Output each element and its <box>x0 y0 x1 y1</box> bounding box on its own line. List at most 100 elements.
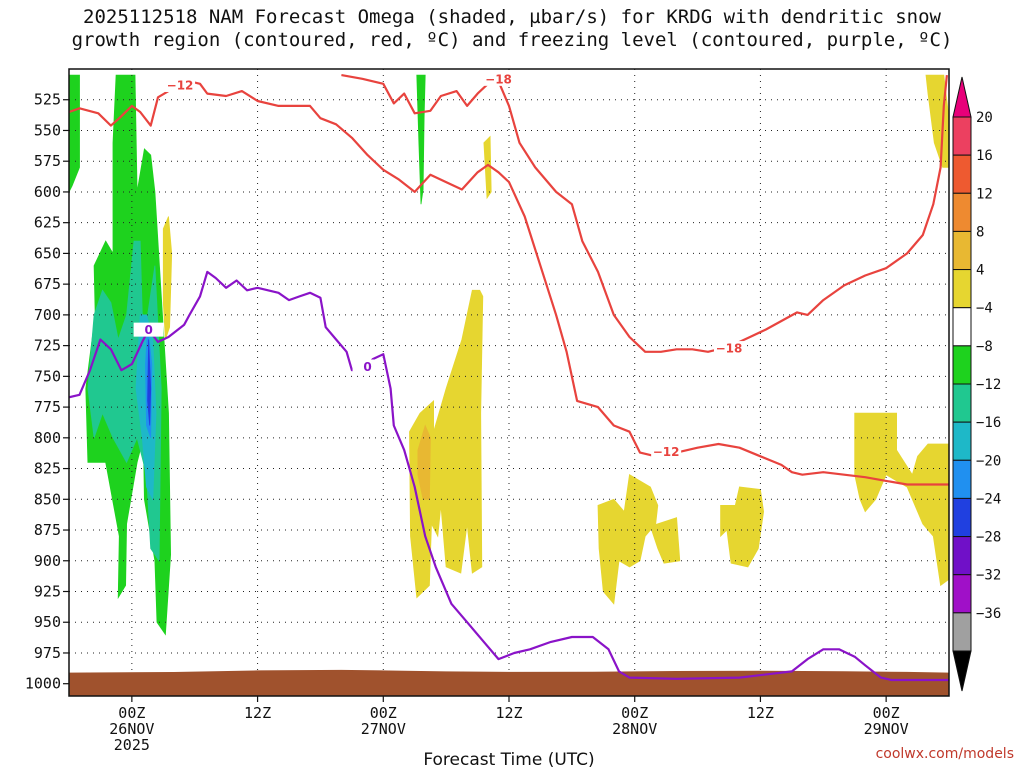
terrain-layer <box>69 669 949 696</box>
omega-region-5 <box>147 339 152 426</box>
colorbar-swatch-4 <box>952 269 972 309</box>
x-tick-label-48-line2: 28NOV <box>612 720 657 738</box>
y-tick-label-850: 850 <box>34 490 61 508</box>
y-tick-label-675: 675 <box>34 275 61 293</box>
colorbar-label-1: 16 <box>976 148 993 164</box>
colorbar-swatch-5 <box>952 307 972 347</box>
omega-region-12 <box>649 517 681 564</box>
colorbar-label-3: 8 <box>976 224 984 240</box>
omega-region-7 <box>162 216 173 340</box>
colorbar-swatch-11 <box>952 536 972 576</box>
contour-label-5: 0 <box>363 360 371 374</box>
x-tick-label-24-line2: 27NOV <box>361 720 406 738</box>
colorbar-label-7: −12 <box>976 377 1001 393</box>
terrain-fill <box>69 669 949 696</box>
contour-label-bg-1 <box>483 71 514 86</box>
chart-title-line1: 2025112518 NAM Forecast Omega (shaded, µ… <box>83 6 941 28</box>
contour-label-bg-0 <box>165 77 196 92</box>
colorbar-swatch-13 <box>952 612 972 652</box>
colorbar-swatch-0 <box>952 116 972 156</box>
contour-label-layer: −12 −18 −18 −12 0 0 <box>133 71 744 459</box>
contour-label-bg-4 <box>133 322 164 337</box>
y-tick-label-700: 700 <box>34 306 61 324</box>
x-tick-label-0-line2: 26NOV <box>109 720 154 738</box>
x-tick-label-12-line1: 12Z <box>244 704 271 722</box>
y-tick-label-550: 550 <box>34 121 61 139</box>
contour-label-bg-3 <box>651 444 682 459</box>
omega-region-11 <box>597 474 659 605</box>
contour-label-1: −18 <box>485 72 512 86</box>
colorbar-label-8: −16 <box>976 415 1001 431</box>
colorbar-label-12: −32 <box>976 568 1001 584</box>
colorbar-label-4: 4 <box>976 263 984 279</box>
colorbar-swatch-12 <box>952 574 972 614</box>
y-tick-label-950: 950 <box>34 613 61 631</box>
colorbar-label-10: −24 <box>976 491 1001 507</box>
colorbar: 20 16 12 8 4 −4 −8 −12 −16 −20 −24 −28 −32 −36 <box>952 76 1001 692</box>
chart-title-line2: growth region (contoured, red, ºC) and f… <box>71 29 953 51</box>
x-tick-label-0-line1: 00Z <box>118 704 145 722</box>
contour-label-3: −12 <box>653 445 680 459</box>
y-tick-label-825: 825 <box>34 460 61 478</box>
colorbar-label-5: −4 <box>976 301 993 317</box>
y-tick-label-900: 900 <box>34 552 61 570</box>
colorbar-swatch-3 <box>952 230 972 271</box>
y-tick-label-1000: 1000 <box>25 675 61 693</box>
colorbar-label-13: −36 <box>976 606 1001 622</box>
plot-background <box>69 69 949 696</box>
gridlines <box>69 69 949 696</box>
omega-region-13 <box>720 486 765 568</box>
y-tick-label-600: 600 <box>34 183 61 201</box>
chart-title: 2025112518 NAM Forecast Omega (shaded, µ… <box>0 6 1024 52</box>
x-tick-label-60-line1: 12Z <box>747 704 774 722</box>
y-tick-label-575: 575 <box>34 152 61 170</box>
y-axis-ticks: 525 550 575 600 625 650 675 700 725 750 775 800 825 8… <box>25 91 69 693</box>
colorbar-swatch-7 <box>952 383 972 423</box>
contour-label-4: 0 <box>144 323 152 337</box>
contour-label-2: −18 <box>716 342 743 356</box>
colorbar-bottom-arrow <box>952 650 972 692</box>
credit-text: coolwx.com/models <box>876 746 1014 762</box>
y-tick-label-725: 725 <box>34 337 61 355</box>
y-tick-label-800: 800 <box>34 429 61 447</box>
y-tick-label-625: 625 <box>34 214 61 232</box>
colorbar-swatch-2 <box>952 192 972 232</box>
y-tick-label-775: 775 <box>34 398 61 416</box>
omega-region-15 <box>854 412 949 587</box>
omega-region-14 <box>925 74 949 168</box>
x-tick-label-72-line2: 29NOV <box>864 720 909 738</box>
x-tick-label-48-line1: 00Z <box>621 704 648 722</box>
colorbar-swatch-1 <box>952 154 972 194</box>
omega-region-6 <box>416 74 426 205</box>
colorbar-label-9: −20 <box>976 453 1001 469</box>
y-tick-label-525: 525 <box>34 91 61 109</box>
x-axis-label: Forecast Time (UTC) <box>423 750 594 768</box>
colorbar-swatch-10 <box>952 497 972 538</box>
omega-shading-layer <box>69 74 949 636</box>
colorbar-top-arrow <box>952 76 972 118</box>
y-tick-label-975: 975 <box>34 644 61 662</box>
colorbar-label-0: 20 <box>976 110 993 126</box>
contour-dgzminus18 <box>341 74 948 353</box>
omega-region-8 <box>483 135 492 200</box>
omega-region-0 <box>69 74 80 193</box>
colorbar-label-6: −8 <box>976 339 993 355</box>
colorbar-swatch-8 <box>952 421 972 461</box>
x-tick-label-72-line1: 00Z <box>873 704 900 722</box>
x-tick-label-0-line3: 2025 <box>114 736 150 754</box>
contour-label-0: −12 <box>167 78 194 92</box>
y-tick-label-925: 925 <box>34 583 61 601</box>
colorbar-label-11: −28 <box>976 530 1001 546</box>
colorbar-swatch-6 <box>952 345 972 385</box>
y-tick-label-750: 750 <box>34 367 61 385</box>
contour-label-bg-2 <box>714 341 744 356</box>
x-tick-label-36-line1: 12Z <box>495 704 522 722</box>
x-tick-label-24-line1: 00Z <box>370 704 397 722</box>
colorbar-label-2: 12 <box>976 186 993 202</box>
y-tick-label-875: 875 <box>34 521 61 539</box>
colorbar-swatch-9 <box>952 459 972 499</box>
contour-label-bg-5 <box>352 359 383 374</box>
y-tick-label-650: 650 <box>34 244 61 262</box>
